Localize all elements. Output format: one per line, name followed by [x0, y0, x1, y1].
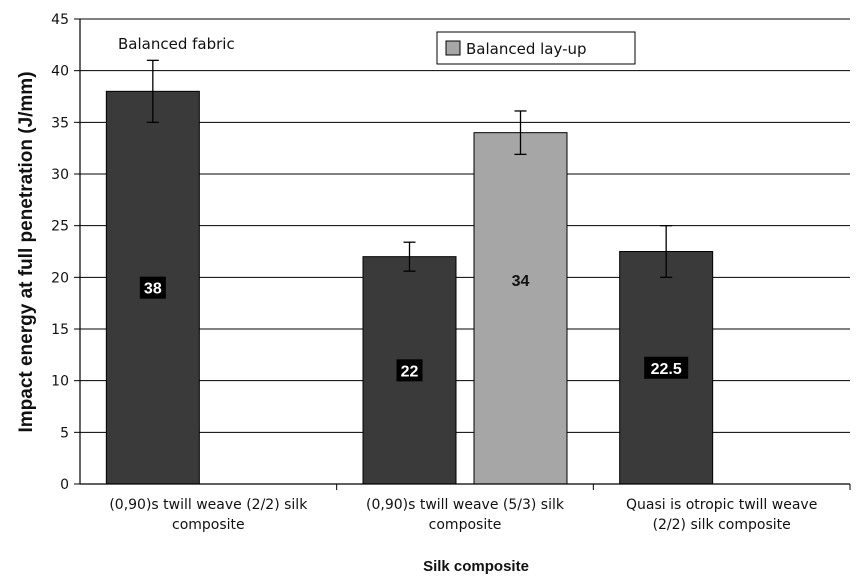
y-tick-label: 0 — [60, 477, 69, 493]
data-labels: 38 22 34 22.5 — [139, 273, 689, 382]
y-tick-label: 25 — [51, 219, 69, 235]
bar — [473, 132, 568, 485]
data-label: 34 — [512, 273, 530, 290]
data-label: 22 — [401, 363, 419, 380]
y-axis-ticks: 0 5 10 15 20 25 30 35 40 45 — [51, 12, 80, 493]
y-tick-label: 30 — [51, 167, 69, 183]
data-label: 22.5 — [651, 361, 682, 378]
x-category-line: Quasi is otropic twill weave — [626, 497, 817, 513]
error-bars — [146, 59, 673, 278]
x-category-line: composite — [172, 517, 245, 533]
legend: Balanced lay-up — [436, 31, 636, 65]
y-tick-label: 10 — [51, 374, 69, 390]
y-tick-label: 5 — [60, 425, 69, 441]
x-category-label: Quasi is otropic twill weave (2/2) silk c… — [626, 497, 817, 533]
gridlines — [80, 18, 850, 433]
data-label: 38 — [144, 281, 162, 298]
legend-label-balanced-lay-up: Balanced lay-up — [466, 40, 587, 58]
y-axis-label: Impact energy at full penetration (J/mm) — [16, 71, 37, 432]
x-category-label: (0,90)s twill weave (5/3) silk composite — [366, 497, 565, 533]
x-category-line: (2/2) silk composite — [653, 517, 791, 533]
x-category-line: (0,90)s twill weave (2/2) silk — [109, 497, 308, 513]
y-tick-label: 35 — [51, 115, 69, 131]
data-label-bg — [644, 356, 689, 379]
y-tick-label: 15 — [51, 322, 69, 338]
axes — [79, 19, 851, 490]
y-tick-label: 20 — [51, 270, 69, 286]
y-tick-label: 40 — [51, 64, 69, 80]
legend-box — [436, 31, 636, 65]
bars — [105, 90, 714, 485]
data-label-bg — [396, 359, 423, 382]
x-axis-categories: (0,90)s twill weave (2/2) silk composite(… — [109, 497, 817, 533]
legend-swatch-balanced-lay-up — [445, 40, 461, 56]
x-axis-label: Silk composite — [423, 558, 529, 575]
data-label-bg — [139, 276, 166, 299]
x-category-line: (0,90)s twill weave (5/3) silk — [366, 497, 565, 513]
x-category-line: composite — [429, 517, 502, 533]
x-category-label: (0,90)s twill weave (2/2) silk composite — [109, 497, 308, 533]
y-tick-label: 45 — [51, 12, 69, 28]
annotation-balanced-fabric: Balanced fabric — [118, 35, 235, 53]
